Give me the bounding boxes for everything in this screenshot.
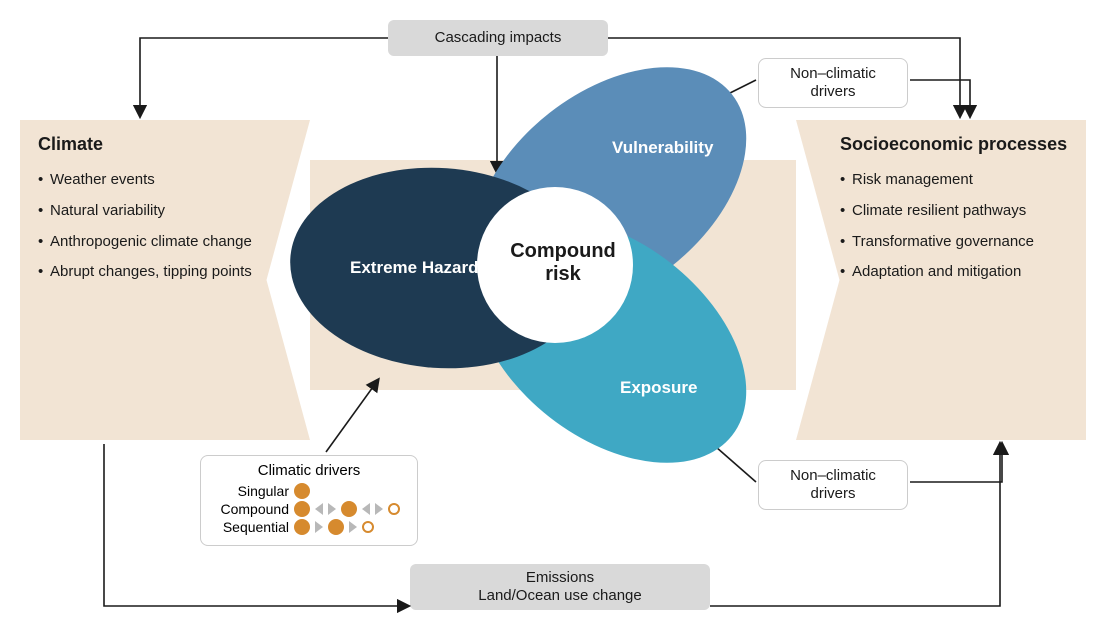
climate-panel: Climate Weather events Natural variabili… [20, 120, 310, 440]
climate-title: Climate [38, 134, 278, 155]
dot-hollow-icon [388, 503, 400, 515]
list-item: Transformative governance [840, 233, 1068, 252]
drivers-row-sequential: Sequential [211, 519, 407, 535]
nonclimatic-drivers-bottom: Non–climatic drivers [758, 460, 908, 510]
cascading-impacts-box: Cascading impacts [388, 20, 608, 56]
box-text: Cascading impacts [435, 29, 562, 47]
list-item: Anthropogenic climate change [38, 233, 278, 252]
drivers-row-compound: Compound [211, 501, 407, 517]
box-text: Non–climatic drivers [790, 65, 876, 100]
list-item: Natural variability [38, 202, 278, 221]
climate-list: Weather events Natural variability Anthr… [38, 171, 278, 282]
dot-hollow-icon [362, 521, 374, 533]
box-text: Emissions [526, 569, 594, 587]
dot-icon [328, 519, 344, 535]
venn-label: Extreme Hazards [350, 258, 488, 278]
climatic-drivers-box: Climatic drivers Singular Compound Seque… [200, 455, 418, 546]
tri-right-icon [328, 503, 336, 515]
venn-label: Vulnerability [612, 138, 713, 158]
socio-list: Risk management Climate resilient pathwa… [840, 171, 1068, 282]
climatic-drivers-title: Climatic drivers [211, 462, 407, 479]
tri-right-icon [375, 503, 383, 515]
center-label: Compound risk [498, 240, 628, 286]
tri-left-icon [315, 503, 323, 515]
dot-icon [294, 519, 310, 535]
list-item: Abrupt changes, tipping points [38, 263, 278, 282]
tri-right-icon [349, 521, 357, 533]
dot-icon [341, 501, 357, 517]
nonclimatic-drivers-top: Non–climatic drivers [758, 58, 908, 108]
socio-title: Socioeconomic processes [840, 134, 1068, 155]
venn-label: Exposure [620, 378, 697, 398]
box-text: Land/Ocean use change [478, 587, 641, 605]
emissions-box: Emissions Land/Ocean use change [410, 564, 710, 610]
dot-icon [294, 501, 310, 517]
drivers-row-singular: Singular [211, 483, 407, 499]
list-item: Climate resilient pathways [840, 202, 1068, 221]
socioeconomic-panel: Socioeconomic processes Risk management … [796, 120, 1086, 440]
list-item: Risk management [840, 171, 1068, 190]
list-item: Weather events [38, 171, 278, 190]
dot-icon [294, 483, 310, 499]
box-text: Non–climatic drivers [790, 467, 876, 502]
tri-left-icon [362, 503, 370, 515]
tri-right-icon [315, 521, 323, 533]
list-item: Adaptation and mitigation [840, 263, 1068, 282]
